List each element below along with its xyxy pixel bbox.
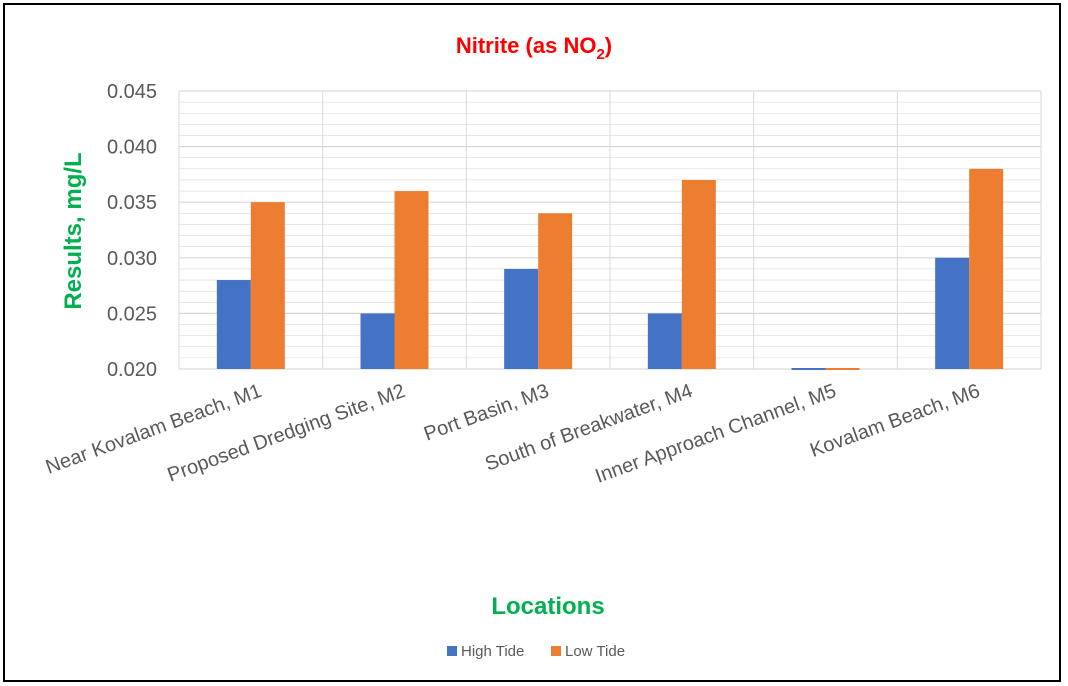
bars: [216, 168, 1004, 370]
legend-label: High Tide: [461, 643, 524, 660]
y-tick-label: 0.040: [107, 137, 157, 159]
chart-title: Nitrite (as NO2): [456, 33, 612, 63]
bar-high-tide: [360, 313, 395, 369]
y-tick-label: 0.045: [107, 81, 157, 103]
y-tick-label: 0.025: [107, 303, 157, 325]
chart-title-main: Nitrite (as NO: [456, 33, 597, 58]
y-tick-label: 0.030: [107, 248, 157, 270]
bar-high-tide: [504, 268, 539, 369]
x-tick-label: Inner Approach Channel, M5: [592, 380, 839, 488]
legend-swatch: [447, 646, 457, 656]
legend: High Tide Low Tide: [447, 643, 625, 660]
y-tick-labels: 0.020 0.025 0.030 0.035 0.040 0.045: [107, 81, 157, 381]
bar-low-tide: [681, 179, 716, 369]
chart-title-subscript: 2: [596, 46, 604, 63]
legend-swatch: [551, 646, 561, 656]
bar-low-tide: [394, 191, 429, 369]
bar-low-tide: [969, 168, 1004, 369]
gridlines: [178, 90, 1042, 370]
bar-high-tide: [647, 313, 682, 369]
chart-title-close: ): [605, 33, 612, 58]
bar-low-tide: [825, 368, 860, 370]
x-axis-title: Locations: [491, 593, 604, 620]
legend-label: Low Tide: [565, 643, 625, 660]
bar-low-tide: [538, 213, 573, 369]
y-axis-title: Results, mg/L: [60, 152, 87, 309]
x-tick-label: Proposed Dredging Site, M2: [165, 380, 409, 487]
bar-high-tide: [216, 280, 251, 369]
bar-high-tide: [791, 368, 826, 370]
bar-high-tide: [935, 257, 970, 369]
y-tick-label: 0.020: [107, 359, 157, 381]
y-tick-label: 0.035: [107, 192, 157, 214]
bar-low-tide: [250, 202, 285, 369]
